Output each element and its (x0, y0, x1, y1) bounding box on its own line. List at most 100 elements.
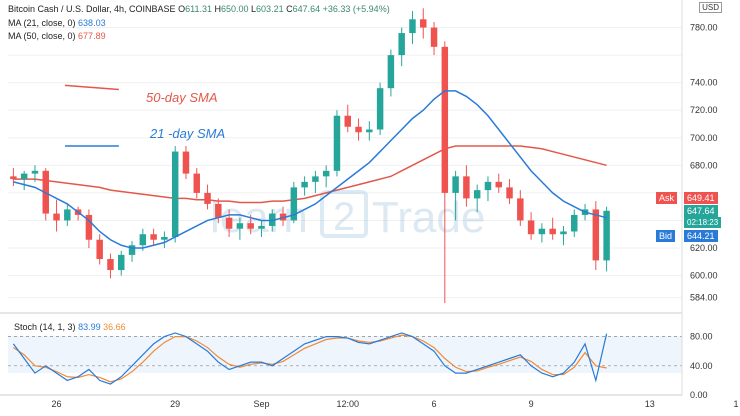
price-tick-label: 720.00 (690, 105, 718, 115)
candle-body (215, 203, 222, 218)
candle-body (53, 213, 60, 221)
candle-body (150, 234, 157, 240)
annotation-line (64, 84, 119, 91)
price-tick-label: 780.00 (690, 23, 718, 33)
ask-price-tag: 649.41 (684, 192, 718, 204)
candle-body (128, 245, 136, 255)
x-tick-label: 9 (529, 399, 534, 409)
change-value: +36.33 (+5.94%) (322, 4, 390, 14)
candle-body (387, 55, 395, 89)
stoch-tick-label: 0.00 (690, 390, 708, 400)
countdown-tag: 02:18:23 (684, 217, 722, 228)
candle-body (366, 129, 373, 133)
price-tick-label: 584.00 (690, 293, 718, 303)
candle-body (64, 209, 71, 221)
candle-body (571, 214, 578, 232)
high-value: 650.00 (220, 4, 249, 14)
candle-body (258, 225, 265, 229)
ma21-line (13, 90, 607, 249)
bid-label-tag: Bid (656, 230, 676, 242)
candle-body (517, 198, 524, 221)
candle-body (20, 173, 28, 180)
open-value: 611.31 (185, 4, 212, 14)
sma50-annotation: 50-day SMA (146, 90, 218, 105)
candle-body (10, 176, 17, 180)
candle-body (31, 170, 39, 174)
candle-body (560, 231, 567, 235)
candle-body (118, 254, 125, 271)
candle-body (236, 223, 244, 229)
candle-body (430, 27, 438, 47)
candle-body (506, 187, 513, 199)
candle-body (85, 214, 93, 240)
svg-text:2: 2 (333, 195, 355, 239)
candle-body (344, 115, 351, 127)
candle-body (420, 19, 427, 28)
candle-body (549, 228, 556, 235)
candle-body (333, 115, 341, 171)
stoch-tick-label: 80.00 (690, 332, 713, 342)
candle-body (376, 88, 384, 130)
candle-body (161, 236, 168, 240)
candle-body (452, 176, 459, 193)
ma21-legend[interactable]: MA (21, close, 0) 638.03 (8, 18, 106, 28)
bid-price-tag: 644.21 (684, 230, 718, 242)
ma50-value: 677.89 (78, 31, 106, 41)
stoch-k-value: 83.99 (78, 322, 101, 332)
symbol-title: Bitcoin Cash / U.S. Dollar, 4h, COINBASE (8, 4, 176, 14)
x-tick-label: 12:00 (336, 399, 359, 409)
candle-body (355, 126, 362, 133)
candle-body (473, 190, 481, 199)
candle-body (409, 19, 416, 34)
candle-body (96, 239, 103, 260)
candle-body (171, 151, 179, 237)
ma50-line (13, 145, 607, 204)
stoch-d-value: 36.66 (103, 322, 126, 332)
price-tick-label: 620.00 (690, 243, 718, 253)
candle-body (484, 181, 492, 191)
candle-body (538, 228, 546, 235)
stoch-legend[interactable]: Stoch (14, 1, 3) 83.99 36.66 (14, 322, 126, 332)
stoch-tick-label: 40.00 (690, 361, 713, 371)
x-tick-label: 26 (52, 399, 62, 409)
candle-body (301, 181, 308, 188)
candle-body (312, 176, 319, 182)
ma21-value: 638.03 (78, 18, 106, 28)
candle-body (247, 223, 254, 229)
ask-label-tag: Ask (656, 192, 678, 204)
price-tick-label: 600.00 (690, 271, 718, 281)
candle-body (204, 192, 211, 204)
candle-body (495, 181, 502, 188)
candle-body (592, 209, 600, 261)
x-tick-label: 29 (170, 399, 180, 409)
stoch-label: Stoch (14, 1, 3) (14, 322, 76, 332)
stoch-d-line (13, 334, 607, 383)
candle-body (527, 220, 535, 235)
close-value: 647.64 (292, 4, 321, 14)
currency-badge[interactable]: USD (699, 2, 722, 13)
candle-body (107, 259, 114, 271)
price-tick-label: 740.00 (690, 78, 718, 88)
symbol-header: Bitcoin Cash / U.S. Dollar, 4h, COINBASE… (8, 4, 390, 14)
candle-body (441, 46, 449, 193)
candle-body (225, 217, 233, 229)
price-tick-label: 700.00 (690, 133, 718, 143)
ma50-legend[interactable]: MA (50, close, 0) 677.89 (8, 31, 106, 41)
last-price-tag: 647.64 (684, 205, 718, 217)
watermark-logo: learn 2 Trade (210, 190, 485, 242)
candle-body (193, 173, 200, 193)
svg-text:Trade: Trade (372, 193, 485, 242)
candle-body (463, 176, 470, 199)
candle-body (322, 170, 330, 177)
candle-body (398, 33, 405, 56)
candle-body (290, 187, 298, 221)
x-tick-label: 13 (645, 399, 655, 409)
x-tick-label: Sep (253, 399, 269, 409)
x-tick-label: 1 (734, 399, 739, 409)
x-tick-label: 6 (432, 399, 437, 409)
price-tick-label: 680.00 (690, 160, 718, 170)
candle-body (139, 234, 147, 246)
stoch-band (8, 336, 682, 373)
low-value: 603.21 (256, 4, 284, 14)
